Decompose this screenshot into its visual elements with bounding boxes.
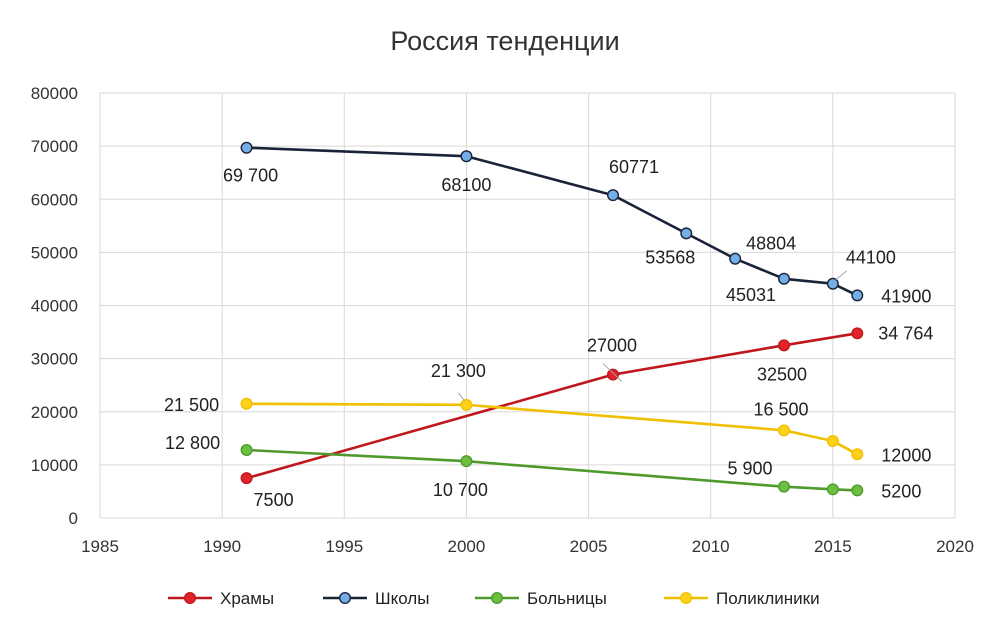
label-leader-line — [458, 392, 465, 402]
series-line — [246, 146, 858, 297]
legend-label: Больницы — [527, 589, 607, 608]
data-label: 7500 — [254, 490, 294, 510]
series-3 — [240, 444, 864, 497]
data-point — [778, 424, 791, 437]
data-label: 5200 — [881, 481, 921, 501]
data-point — [826, 277, 839, 290]
y-tick-label: 80000 — [31, 84, 78, 103]
data-label: 48804 — [746, 234, 796, 254]
data-label: 68100 — [441, 175, 491, 195]
legend-item-2: Школы — [323, 589, 429, 608]
y-tick-label: 30000 — [31, 350, 78, 369]
y-tick-label: 10000 — [31, 456, 78, 475]
data-point — [851, 448, 864, 461]
data-label: 60771 — [609, 157, 659, 177]
y-tick-label: 70000 — [31, 137, 78, 156]
data-point — [680, 227, 693, 240]
data-point — [778, 272, 791, 285]
data-point — [460, 455, 473, 468]
y-tick-label: 0 — [69, 509, 78, 528]
legend: Храмы Школы Больницы Поликлиники — [168, 589, 820, 608]
data-point — [851, 484, 864, 497]
data-point — [778, 480, 791, 493]
y-tick-label: 20000 — [31, 403, 78, 422]
legend-label: Храмы — [220, 589, 274, 608]
x-tick-label: 2000 — [448, 537, 486, 556]
series-4 — [240, 397, 864, 461]
data-label: 27000 — [587, 336, 637, 356]
x-tick-label: 1985 — [81, 537, 119, 556]
y-tick-label: 40000 — [31, 297, 78, 316]
data-label: 10 700 — [433, 480, 488, 500]
legend-item-3: Больницы — [475, 589, 607, 608]
data-point — [240, 141, 253, 154]
data-point — [729, 252, 742, 265]
x-tick-label: 1995 — [325, 537, 363, 556]
data-point — [826, 483, 839, 496]
axis-layer: 0 10000 20000 30000 40000 50000 60000 70000 8000… — [31, 84, 974, 556]
legend-label: Поликлиники — [716, 589, 820, 608]
data-label: 5 900 — [727, 459, 772, 479]
legend-marker — [339, 592, 352, 605]
data-label: 12 800 — [165, 433, 220, 453]
data-point — [240, 472, 253, 485]
data-point — [851, 289, 864, 302]
legend-marker — [491, 592, 504, 605]
data-point — [851, 327, 864, 340]
data-label: 32500 — [757, 364, 807, 384]
x-tick-label: 2015 — [814, 537, 852, 556]
y-tick-label: 60000 — [31, 190, 78, 209]
data-label: 69 700 — [223, 166, 278, 186]
x-tick-label: 1990 — [203, 537, 241, 556]
x-tick-label: 2020 — [936, 537, 974, 556]
data-label: 53568 — [645, 247, 695, 267]
series-line — [246, 332, 858, 480]
data-label: 12000 — [881, 445, 931, 465]
legend-marker — [680, 592, 693, 605]
legend-item-1: Храмы — [168, 589, 274, 608]
legend-label: Школы — [375, 589, 429, 608]
series-layer — [240, 141, 864, 497]
data-point — [607, 368, 620, 381]
data-label: 21 300 — [431, 361, 486, 381]
data-label: 16 500 — [753, 399, 808, 419]
data-point — [240, 444, 253, 457]
label-leader-line — [602, 363, 623, 382]
data-label: 41900 — [881, 286, 931, 306]
x-tick-label: 2005 — [570, 537, 608, 556]
data-label: 21 500 — [164, 395, 219, 415]
x-tick-label: 2010 — [692, 537, 730, 556]
chart-title: Россия тенденции — [390, 26, 619, 56]
series-2 — [240, 141, 864, 302]
grid-layer — [99, 92, 956, 519]
data-point — [607, 189, 620, 202]
legend-marker — [183, 592, 196, 605]
data-label: 45031 — [726, 285, 776, 305]
data-point — [240, 397, 253, 410]
data-point — [778, 339, 791, 352]
data-label-layer: 7500 27000 32500 34 764 69 700 68100 60771 5356… — [164, 157, 933, 510]
data-point — [826, 434, 839, 447]
y-tick-label: 50000 — [31, 243, 78, 262]
label-leader-line — [835, 270, 848, 281]
legend-item-4: Поликлиники — [664, 589, 820, 608]
series-1 — [240, 327, 864, 485]
data-point — [460, 398, 473, 411]
data-point — [460, 150, 473, 163]
data-label: 34 764 — [878, 323, 933, 343]
data-label: 44100 — [846, 248, 896, 268]
